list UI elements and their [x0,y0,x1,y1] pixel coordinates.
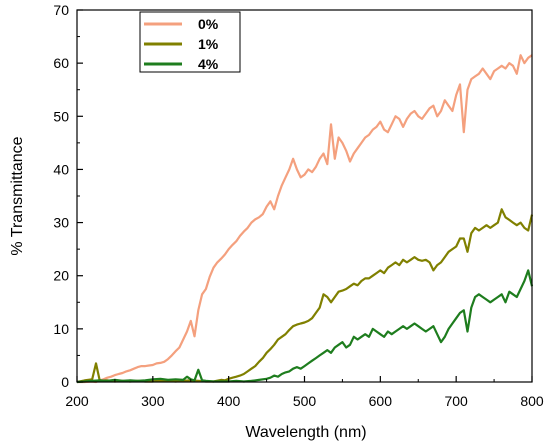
legend-label-4pct: 4% [198,56,219,72]
x-tick-label-700: 700 [444,393,468,409]
y-tick-label-40: 40 [53,161,69,177]
legend-box [139,11,241,73]
x-tick-label-800: 800 [520,393,544,409]
series-line-4pct [76,269,534,384]
x-axis-title: Wavelength (nm) [245,424,366,441]
axes-layer: 200 300 400 500 600 700 800 0 10 20 30 40 50 60 70 [53,2,543,409]
series-line-1pct [76,208,534,384]
y-tick-label-50: 50 [53,108,69,124]
x-tick-label-400: 400 [217,393,241,409]
y-tick-label-30: 30 [53,215,69,231]
x-tick-label-200: 200 [65,393,89,409]
y-tick-label-20: 20 [53,268,69,284]
y-tick-label-10: 10 [53,321,69,337]
series-line-0pct [77,54,533,384]
y-axis-title: % Transmittance [9,136,26,255]
x-tick-label-600: 600 [369,393,393,409]
legend: 0% 1% 4% [139,11,241,73]
legend-label-0pct: 0% [198,16,219,32]
y-tick-label-70: 70 [53,2,69,18]
legend-label-1pct: 1% [198,36,219,52]
x-tick-label-500: 500 [293,393,317,409]
x-tick-label-300: 300 [141,393,165,409]
y-tick-label-0: 0 [61,374,69,390]
y-tick-label-60: 60 [53,55,69,71]
series-layer [76,54,534,384]
